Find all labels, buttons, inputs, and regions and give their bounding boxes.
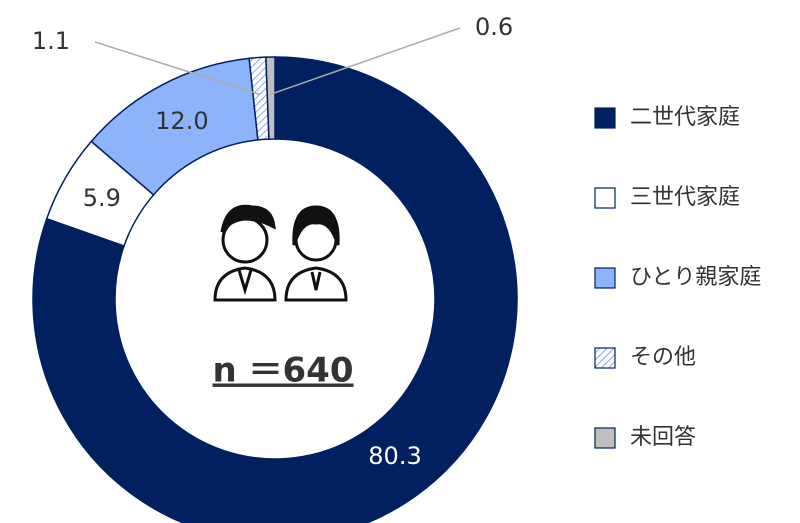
value-label: 1.1 [32, 27, 70, 55]
value-label: 5.9 [83, 184, 121, 212]
value-label: 12.0 [155, 107, 208, 135]
people-icon [213, 204, 348, 302]
legend-label: 未回答 [630, 425, 696, 450]
legend-swatch [594, 187, 616, 209]
value-label: 0.6 [475, 13, 513, 41]
leader-line [94, 41, 261, 96]
legend-swatch [594, 347, 616, 369]
leader-line [270, 27, 461, 95]
sample-size: n ＝640 [212, 351, 353, 391]
legend-label: その他 [630, 345, 696, 370]
donut-segment [265, 56, 276, 140]
legend-label: ひとり親家庭 [630, 265, 761, 290]
donut [32, 56, 518, 523]
legend-label: 三世代家庭 [630, 185, 740, 210]
legend-swatch [594, 267, 616, 289]
value-label: 80.3 [368, 442, 421, 470]
legend-swatch [594, 107, 616, 129]
donut-segment [32, 56, 518, 523]
legend-label: 二世代家庭 [630, 105, 740, 130]
legend-swatch [594, 427, 616, 449]
